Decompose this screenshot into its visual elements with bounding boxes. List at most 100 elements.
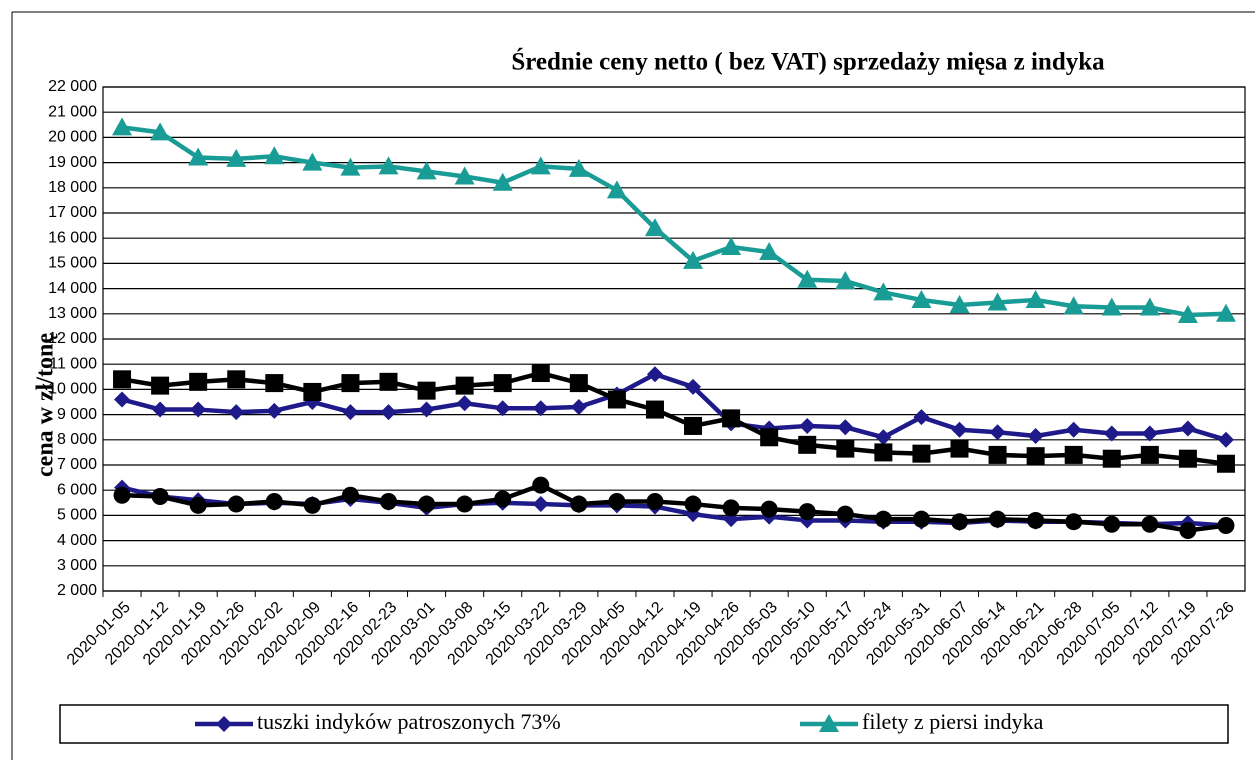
data-point bbox=[951, 421, 968, 438]
data-point bbox=[226, 148, 247, 167]
data-point bbox=[380, 404, 397, 421]
data-point bbox=[265, 374, 284, 393]
data-point bbox=[340, 157, 361, 176]
data-point bbox=[1063, 296, 1084, 315]
data-point bbox=[417, 381, 436, 400]
data-point bbox=[265, 493, 283, 511]
data-point bbox=[722, 409, 741, 428]
data-point bbox=[189, 372, 208, 391]
y-tick-label: 7 000 bbox=[57, 456, 97, 473]
y-tick-label: 14 000 bbox=[48, 280, 97, 297]
data-point bbox=[1025, 289, 1046, 308]
y-tick-label: 16 000 bbox=[48, 229, 97, 246]
data-point bbox=[494, 400, 511, 417]
data-point bbox=[951, 513, 968, 531]
data-point bbox=[913, 409, 930, 426]
data-point bbox=[303, 496, 321, 514]
y-tick-label: 5 000 bbox=[57, 507, 97, 524]
series-line bbox=[121, 370, 1227, 466]
y-tick-label: 11 000 bbox=[49, 355, 97, 372]
y-tick-label: 9 000 bbox=[57, 406, 97, 423]
data-point bbox=[874, 443, 893, 462]
data-point bbox=[151, 488, 169, 505]
data-point bbox=[418, 495, 436, 513]
data-point bbox=[341, 486, 359, 504]
data-point bbox=[797, 269, 818, 288]
legend-label: tuszki indyków patroszonych 73% bbox=[257, 709, 561, 734]
y-tick-label: 15 000 bbox=[48, 255, 97, 272]
y-tick-label: 19 000 bbox=[48, 154, 97, 171]
data-point bbox=[531, 364, 550, 383]
data-point bbox=[569, 374, 588, 393]
data-point bbox=[949, 294, 970, 313]
data-point bbox=[494, 490, 512, 508]
data-point bbox=[303, 382, 322, 401]
data-point bbox=[1139, 297, 1160, 316]
data-point bbox=[608, 493, 626, 511]
y-tick-label: 20 000 bbox=[48, 129, 97, 146]
data-point bbox=[151, 376, 170, 395]
data-point bbox=[987, 292, 1008, 311]
y-tick-label: 18 000 bbox=[48, 179, 97, 196]
data-point bbox=[950, 439, 969, 458]
data-point bbox=[455, 376, 474, 395]
series-line bbox=[121, 125, 1227, 318]
data-point bbox=[112, 117, 133, 136]
y-tick-label: 4 000 bbox=[57, 532, 97, 549]
data-point bbox=[836, 505, 854, 523]
data-point bbox=[911, 289, 932, 308]
y-tick-label: 6 000 bbox=[57, 481, 97, 498]
legend-label: filety z piersi indyka bbox=[862, 709, 1044, 734]
data-point bbox=[989, 424, 1006, 441]
data-point bbox=[1178, 449, 1197, 468]
data-point bbox=[819, 714, 839, 732]
data-point bbox=[912, 510, 930, 528]
data-point bbox=[264, 146, 285, 165]
data-point bbox=[1216, 454, 1235, 473]
data-point bbox=[418, 401, 435, 418]
data-point bbox=[607, 390, 626, 409]
legend bbox=[59, 704, 1229, 744]
data-point bbox=[493, 374, 512, 393]
y-tick-label: 3 000 bbox=[57, 557, 97, 574]
data-point bbox=[570, 495, 588, 513]
data-point bbox=[684, 495, 702, 513]
data-point bbox=[113, 486, 131, 504]
y-tick-label: 12 000 bbox=[48, 330, 97, 347]
data-point bbox=[1103, 425, 1120, 442]
data-point bbox=[1065, 513, 1083, 531]
data-point bbox=[989, 510, 1007, 528]
data-point bbox=[1215, 303, 1236, 322]
data-point bbox=[113, 370, 132, 389]
data-point bbox=[302, 152, 323, 171]
data-point bbox=[874, 510, 892, 528]
data-point bbox=[1103, 515, 1121, 533]
data-point bbox=[836, 439, 855, 458]
data-point bbox=[492, 172, 513, 191]
data-point bbox=[379, 372, 398, 391]
y-tick-label: 8 000 bbox=[57, 431, 97, 448]
data-point bbox=[912, 444, 931, 463]
data-point bbox=[1217, 516, 1235, 534]
data-point bbox=[685, 378, 702, 395]
data-point bbox=[1027, 428, 1044, 445]
data-point bbox=[342, 404, 359, 421]
data-point bbox=[837, 419, 854, 436]
data-point bbox=[1179, 420, 1196, 437]
y-tick-label: 22 000 bbox=[48, 78, 97, 95]
data-point bbox=[1177, 305, 1198, 324]
data-point bbox=[266, 402, 283, 419]
data-point bbox=[530, 156, 551, 175]
data-point bbox=[227, 370, 246, 389]
data-point bbox=[1102, 449, 1121, 468]
y-tick-label: 10 000 bbox=[48, 381, 97, 398]
data-point bbox=[416, 161, 437, 180]
y-tick-label: 13 000 bbox=[48, 305, 97, 322]
y-tick-label: 17 000 bbox=[48, 204, 97, 221]
data-point bbox=[1065, 421, 1082, 438]
data-point bbox=[835, 271, 856, 290]
data-point bbox=[114, 391, 131, 408]
data-point bbox=[341, 374, 360, 393]
data-point bbox=[532, 496, 549, 513]
data-point bbox=[646, 493, 664, 511]
